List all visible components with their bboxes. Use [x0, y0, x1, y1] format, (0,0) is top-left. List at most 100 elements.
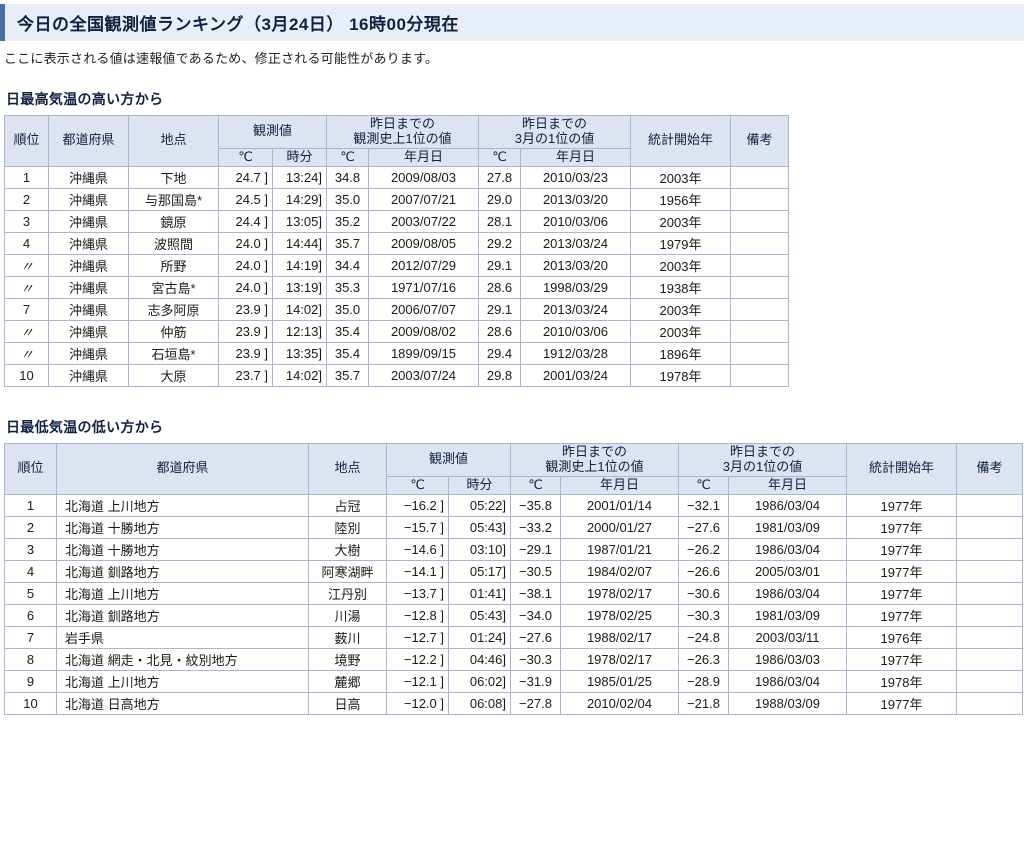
- col-record-all-celsius: ℃: [510, 475, 561, 495]
- cell-march-value: 28.6: [478, 275, 521, 299]
- cell-observed-value: −14.6 ]: [386, 537, 449, 561]
- cell-march-date: 2010/03/06: [520, 319, 631, 343]
- cell-observed-time: 14:19]: [272, 253, 327, 277]
- section-heading-min-temp: 日最低気温の低い方から: [6, 418, 164, 435]
- page-title: 今日の全国観測値ランキング（3月24日） 16時00分現在: [17, 15, 459, 34]
- col-record-march: 昨日までの 3月の1位の値: [678, 442, 847, 477]
- cell-observed-value: 24.5 ]: [218, 187, 273, 211]
- cell-observed-value: 23.9 ]: [218, 341, 273, 365]
- cell-march-date: 1988/03/09: [728, 691, 847, 715]
- col-start-year: 統計開始年: [846, 442, 957, 495]
- cell-observed-time: 14:29]: [272, 187, 327, 211]
- cell-station: 大原: [128, 363, 219, 387]
- cell-record-date: 2010/02/04: [560, 691, 679, 715]
- col-record-march-date: 年月日: [520, 147, 631, 167]
- cell-march-date: 1981/03/09: [728, 603, 847, 627]
- cell-rank: 5: [4, 581, 57, 605]
- cell-record-date: 2009/08/05: [368, 231, 479, 255]
- cell-march-date: 2013/03/20: [520, 253, 631, 277]
- cell-prefecture: 沖縄県: [48, 187, 129, 211]
- cell-start-year: 1977年: [846, 691, 957, 715]
- cell-start-year: 1896年: [630, 341, 731, 365]
- cell-station: 石垣島*: [128, 341, 219, 365]
- cell-march-date: 2013/03/20: [520, 187, 631, 211]
- col-record-march-celsius: ℃: [678, 475, 729, 495]
- cell-remark: [730, 209, 789, 233]
- cell-observed-time: 06:08]: [448, 691, 511, 715]
- cell-prefecture: 沖縄県: [48, 363, 129, 387]
- cell-start-year: 1976年: [846, 625, 957, 649]
- cell-start-year: 2003年: [630, 319, 731, 343]
- cell-station: 阿寒湖畔: [308, 559, 387, 583]
- cell-march-value: −24.8: [678, 625, 729, 649]
- cell-station: 与那国島*: [128, 187, 219, 211]
- cell-march-date: 1986/03/03: [728, 647, 847, 671]
- cell-prefecture: 沖縄県: [48, 209, 129, 233]
- cell-march-date: 2013/03/24: [520, 297, 631, 321]
- cell-prefecture: 沖縄県: [48, 319, 129, 343]
- cell-record-value: 35.0: [326, 187, 369, 211]
- cell-rank: 〃: [4, 275, 49, 299]
- cell-record-date: 2003/07/22: [368, 209, 479, 233]
- notice-text: ここに表示される値は速報値であるため、修正される可能性があります。: [4, 51, 439, 66]
- cell-start-year: 1977年: [846, 581, 957, 605]
- cell-record-value: −27.8: [510, 691, 561, 715]
- cell-prefecture: 北海道 十勝地方: [56, 515, 309, 539]
- cell-prefecture: 北海道 上川地方: [56, 669, 309, 693]
- cell-record-value: 35.4: [326, 319, 369, 343]
- cell-observed-value: 23.9 ]: [218, 297, 273, 321]
- cell-rank: 2: [4, 187, 49, 211]
- table-row: 5 北海道 上川地方 江丹別 −13.7 ] 01:41] −38.1 1978/02/17…: [4, 581, 1023, 605]
- cell-observed-time: 14:02]: [272, 363, 327, 387]
- col-record-all-line2: 観測史上1位の値: [353, 130, 452, 146]
- cell-station: 鏡原: [128, 209, 219, 233]
- cell-observed-value: 24.0 ]: [218, 275, 273, 299]
- col-record-march-celsius: ℃: [478, 147, 521, 167]
- cell-remark: [730, 363, 789, 387]
- cell-record-date: 2007/07/21: [368, 187, 479, 211]
- ditto-mark: 〃: [20, 346, 33, 362]
- cell-march-value: −26.3: [678, 647, 729, 671]
- col-observed: 観測値: [386, 442, 511, 477]
- col-observed-time: 時分: [448, 475, 511, 495]
- cell-rank: 2: [4, 515, 57, 539]
- cell-rank: 〃: [4, 341, 49, 365]
- page-title-bar: 今日の全国観測値ランキング（3月24日） 16時00分現在: [0, 4, 1024, 41]
- cell-prefecture: 北海道 釧路地方: [56, 559, 309, 583]
- table-row: 4 北海道 釧路地方 阿寒湖畔 −14.1 ] 05:17] −30.5 1984/02/0…: [4, 559, 1023, 583]
- table-header-row-1: 順位 都道府県 地点 観測値 昨日までの 観測史上1位の値 昨日までの 3月の1…: [4, 442, 1023, 495]
- cell-rank: 〃: [4, 319, 49, 343]
- cell-start-year: 2003年: [630, 165, 731, 189]
- table-row: 8 北海道 網走・北見・紋別地方 境野 −12.2 ] 04:46] −30.3 1978/…: [4, 647, 1023, 671]
- cell-station: 川湯: [308, 603, 387, 627]
- cell-observed-time: 12:13]: [272, 319, 327, 343]
- cell-record-value: 35.7: [326, 231, 369, 255]
- col-record-all-date: 年月日: [560, 475, 679, 495]
- cell-record-value: 34.8: [326, 165, 369, 189]
- cell-remark: [956, 559, 1023, 583]
- ditto-mark: 〃: [20, 280, 33, 296]
- table-row: 1 沖縄県 下地 24.7 ] 13:24] 34.8 2009/08/03 27.8 2010…: [4, 165, 789, 189]
- cell-observed-value: −12.1 ]: [386, 669, 449, 693]
- cell-march-value: −27.6: [678, 515, 729, 539]
- cell-observed-value: −13.7 ]: [386, 581, 449, 605]
- table-row: 2 北海道 十勝地方 陸別 −15.7 ] 05:43] −33.2 2000/01/27−…: [4, 515, 1023, 539]
- cell-march-value: −30.3: [678, 603, 729, 627]
- cell-station: 下地: [128, 165, 219, 189]
- cell-record-value: −30.3: [510, 647, 561, 671]
- col-observed-time: 時分: [272, 147, 327, 167]
- cell-rank: 10: [4, 691, 57, 715]
- cell-start-year: 1979年: [630, 231, 731, 255]
- cell-station: 大樹: [308, 537, 387, 561]
- cell-march-date: 2010/03/06: [520, 209, 631, 233]
- cell-remark: [956, 537, 1023, 561]
- table-row: 〃沖縄県 仲筋 23.9 ] 12:13] 35.4 2009/08/02 28.6 2010…: [4, 319, 789, 343]
- col-start-year: 統計開始年: [630, 115, 731, 167]
- table-row: 3 北海道 十勝地方 大樹 −14.6 ] 03:10] −29.1 1987/01/21−…: [4, 537, 1023, 561]
- cell-march-value: −28.9: [678, 669, 729, 693]
- cell-record-value: −29.1: [510, 537, 561, 561]
- cell-march-value: 29.1: [478, 253, 521, 277]
- col-record-march-line1: 昨日までの: [729, 443, 795, 459]
- col-remarks: 備考: [956, 442, 1023, 495]
- cell-start-year: 1977年: [846, 647, 957, 671]
